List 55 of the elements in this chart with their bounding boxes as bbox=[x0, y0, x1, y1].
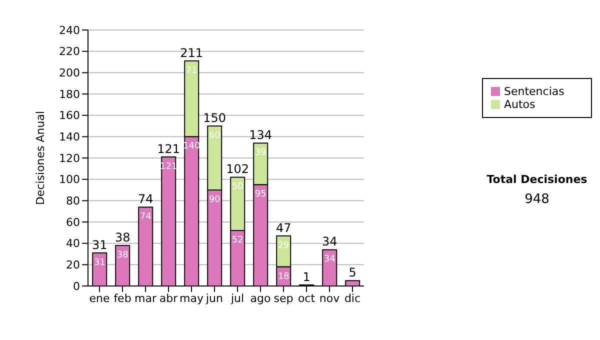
total-label: 102 bbox=[226, 162, 250, 176]
x-tick-label: dic bbox=[344, 292, 361, 305]
x-tick-label: jun bbox=[205, 292, 224, 305]
x-tick-label: sep bbox=[274, 292, 294, 305]
data-label: 31 bbox=[94, 258, 106, 268]
total-label: 1 bbox=[302, 270, 310, 284]
text: Total Decisiones bbox=[486, 173, 588, 186]
total-label: 121 bbox=[157, 142, 180, 156]
data-label: 60 bbox=[208, 131, 221, 141]
data-label: 74 bbox=[140, 212, 152, 222]
x-tick-label: ene bbox=[89, 292, 110, 305]
x-tick-label: abr bbox=[159, 292, 178, 305]
legend-label: Autos bbox=[504, 98, 536, 111]
y-tick-label: 100 bbox=[59, 173, 80, 186]
y-tick-label: 40 bbox=[66, 237, 80, 250]
data-label: 71 bbox=[186, 66, 198, 76]
x-tick-label: feb bbox=[114, 292, 132, 305]
x-tick-label: ago bbox=[250, 292, 271, 305]
y-tick-label: 20 bbox=[66, 258, 80, 272]
total-label: 5 bbox=[348, 266, 356, 280]
total-label: 31 bbox=[92, 238, 108, 252]
data-label: 29 bbox=[278, 240, 290, 251]
x-tick-label: jul bbox=[230, 292, 244, 305]
y-tick-label: 180 bbox=[59, 88, 80, 101]
total-label: 47 bbox=[276, 220, 292, 235]
data-label: 39 bbox=[254, 148, 267, 158]
y-tick-label: 60 bbox=[66, 216, 80, 229]
total-label: 150 bbox=[203, 111, 226, 125]
legend-label: Sentencias bbox=[504, 85, 564, 98]
total-label: 74 bbox=[138, 192, 154, 206]
x-tick-label: oct bbox=[298, 292, 316, 305]
x-tick-label: mar bbox=[134, 292, 157, 305]
y-tick-label: 220 bbox=[59, 45, 80, 58]
x-tick-label: may bbox=[180, 292, 204, 305]
x-tick-label: nov bbox=[319, 292, 340, 305]
data-label: 95 bbox=[254, 190, 266, 200]
y-tick-label: 80 bbox=[66, 194, 80, 208]
data-label: 90 bbox=[208, 195, 221, 205]
data-label: 34 bbox=[324, 254, 336, 265]
total-label: 34 bbox=[322, 234, 338, 249]
y-tick-label: 120 bbox=[59, 152, 80, 165]
y-tick-label: 0 bbox=[73, 280, 80, 293]
y-axis-title: Decisiones Anual bbox=[34, 110, 47, 206]
total-label: 211 bbox=[180, 46, 204, 60]
text: 948 bbox=[524, 192, 550, 207]
data-label: 18 bbox=[278, 272, 290, 282]
total-label: 38 bbox=[114, 230, 130, 244]
data-label: 38 bbox=[116, 250, 129, 260]
y-tick-label: 140 bbox=[59, 130, 80, 144]
y-tick-label: 240 bbox=[59, 24, 80, 37]
data-label: 50 bbox=[232, 182, 244, 192]
y-tick-label: 160 bbox=[59, 109, 80, 122]
total-label: 134 bbox=[249, 128, 272, 142]
data-label: 52 bbox=[232, 236, 244, 246]
y-tick-label: 200 bbox=[59, 66, 80, 80]
